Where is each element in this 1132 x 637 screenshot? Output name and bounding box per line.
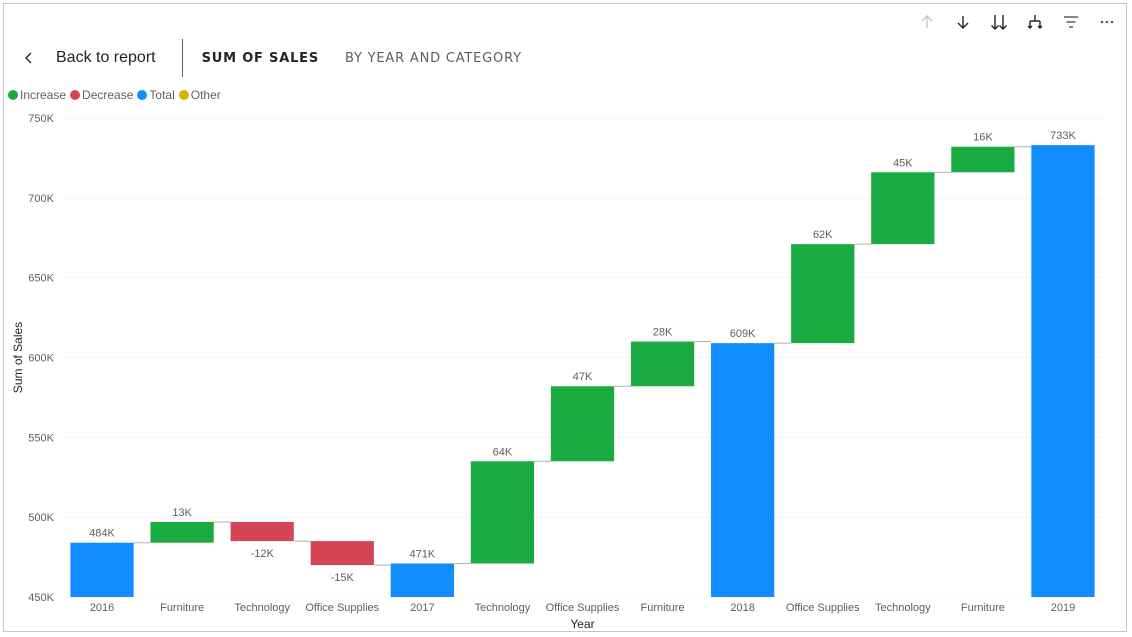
expand-all-icon bbox=[991, 15, 1007, 30]
x-tick-label: 2017 bbox=[410, 602, 434, 614]
drill-up-button[interactable] bbox=[914, 10, 940, 34]
data-label: 484K bbox=[89, 528, 115, 540]
tab-by-year-and-category[interactable]: BY YEAR AND CATEGORY bbox=[345, 50, 522, 66]
data-label: 47K bbox=[573, 371, 593, 383]
x-tick-label: 2018 bbox=[730, 602, 754, 614]
x-axis-title: Year bbox=[570, 617, 594, 631]
hierarchy-button[interactable] bbox=[1022, 10, 1048, 34]
y-axis-title: Sum of Sales bbox=[11, 322, 25, 393]
x-tick-label: 2019 bbox=[1051, 602, 1075, 614]
data-label: 16K bbox=[973, 132, 993, 144]
legend-label-decrease: Decrease bbox=[82, 88, 134, 102]
waterfall-bar bbox=[230, 521, 294, 542]
legend-item-other[interactable]: Other bbox=[178, 88, 221, 102]
visual-toolbar bbox=[914, 10, 1120, 34]
waterfall-bar bbox=[1031, 145, 1095, 598]
waterfall-bar bbox=[470, 461, 535, 564]
y-tick-label: 600K bbox=[28, 353, 54, 365]
data-label: 13K bbox=[172, 507, 192, 519]
hierarchy-icon bbox=[1027, 15, 1043, 29]
more-options-button[interactable] bbox=[1094, 10, 1120, 34]
legend-item-increase[interactable]: Increase bbox=[8, 88, 66, 102]
drill-up-icon bbox=[921, 15, 933, 28]
data-label: 62K bbox=[813, 229, 833, 241]
drill-down-button[interactable] bbox=[950, 10, 976, 34]
waterfall-bar bbox=[70, 542, 134, 597]
y-tick-label: 650K bbox=[28, 273, 54, 285]
x-tick-label: Technology bbox=[475, 602, 531, 614]
x-tick-label: Furniture bbox=[160, 602, 204, 614]
legend-label-increase: Increase bbox=[20, 88, 67, 102]
y-tick-label: 700K bbox=[28, 193, 54, 205]
legend-dot-total bbox=[137, 90, 148, 100]
y-tick-label: 500K bbox=[28, 512, 54, 524]
drill-down-icon bbox=[957, 16, 969, 29]
x-tick-label: Office Supplies bbox=[546, 602, 620, 614]
x-tick-label: Technology bbox=[875, 602, 931, 614]
back-to-report-label: Back to report bbox=[56, 49, 156, 66]
waterfall-bar bbox=[871, 172, 935, 245]
legend-label-other: Other bbox=[190, 88, 221, 102]
filter-button[interactable] bbox=[1058, 10, 1084, 34]
waterfall-bar bbox=[310, 541, 374, 566]
legend-item-decrease[interactable]: Decrease bbox=[70, 88, 133, 102]
data-label: -15K bbox=[331, 572, 355, 584]
tab-sum-of-sales[interactable]: SUM OF SALES bbox=[201, 50, 319, 66]
expand-all-button[interactable] bbox=[986, 10, 1012, 34]
header-divider bbox=[181, 39, 183, 77]
data-label: 471K bbox=[409, 548, 435, 560]
y-tick-label: 550K bbox=[28, 432, 54, 444]
data-label: 64K bbox=[493, 446, 513, 458]
y-tick-label: 750K bbox=[28, 113, 54, 125]
x-tick-label: Furniture bbox=[961, 602, 1005, 614]
waterfall-bar bbox=[951, 146, 1015, 173]
chart-legend: Increase Decrease Total Other bbox=[8, 88, 225, 102]
back-to-report-button[interactable]: Back to report bbox=[22, 49, 182, 67]
legend-label-total: Total bbox=[149, 88, 175, 102]
chevron-left-icon bbox=[25, 52, 32, 64]
x-tick-label: Technology bbox=[234, 602, 290, 614]
y-tick-label: 450K bbox=[28, 592, 54, 604]
filter-icon bbox=[1064, 16, 1078, 28]
focus-header: Back to report SUM OF SALES BY YEAR AND … bbox=[22, 38, 548, 78]
waterfall-bar bbox=[630, 341, 695, 387]
data-label: 45K bbox=[893, 157, 913, 169]
x-tick-label: Office Supplies bbox=[786, 602, 860, 614]
data-label: 733K bbox=[1050, 130, 1076, 142]
waterfall-bar bbox=[711, 343, 775, 597]
x-tick-label: Furniture bbox=[641, 602, 685, 614]
x-tick-label: 2016 bbox=[90, 602, 114, 614]
legend-item-total[interactable]: Total bbox=[137, 88, 175, 102]
waterfall-bar bbox=[150, 521, 214, 543]
legend-dot-other bbox=[178, 90, 189, 100]
data-label: -12K bbox=[251, 548, 275, 560]
waterfall-bar bbox=[791, 244, 855, 344]
legend-dot-decrease bbox=[70, 90, 81, 100]
x-tick-label: Office Supplies bbox=[305, 602, 379, 614]
data-label: 28K bbox=[653, 327, 673, 339]
waterfall-bar bbox=[390, 563, 454, 597]
waterfall-bar bbox=[550, 386, 615, 462]
more-options-icon bbox=[1100, 20, 1114, 24]
data-label: 609K bbox=[730, 328, 756, 340]
legend-dot-increase bbox=[8, 90, 18, 100]
